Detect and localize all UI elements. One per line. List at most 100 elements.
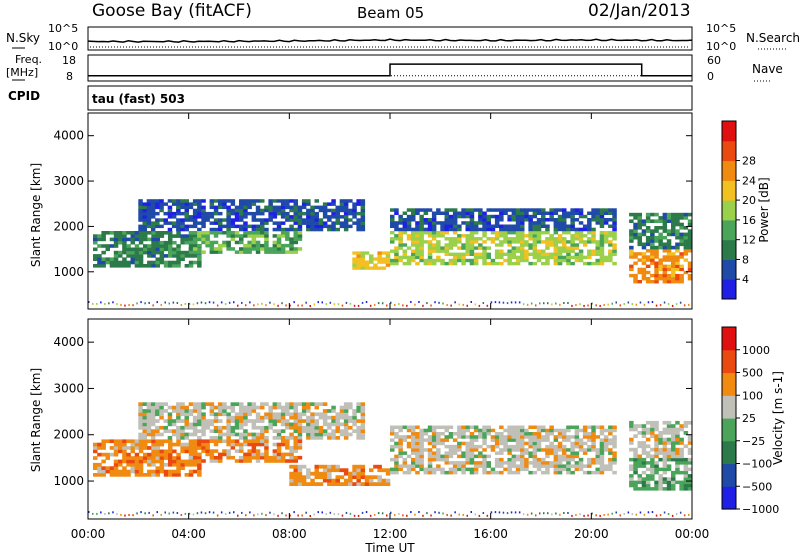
ground-strip-cell (402, 304, 404, 307)
heatmap-cell (524, 234, 529, 238)
heatmap-cell (654, 226, 659, 230)
freq-panel-frame (87, 54, 693, 82)
heatmap-cell (587, 252, 592, 256)
heatmap-cell (176, 227, 181, 232)
heatmap-cell (364, 266, 370, 270)
heatmap-cell (629, 464, 634, 468)
heatmap-cell (155, 211, 160, 216)
heatmap-cell (629, 420, 634, 425)
heatmap-cell (331, 215, 336, 219)
heatmap-cell (159, 208, 164, 213)
heatmap-cell (524, 214, 529, 219)
heatmap-cell (130, 231, 135, 235)
heatmap-cell (192, 247, 198, 251)
heatmap-cell (352, 419, 357, 423)
ground-strip-cell (611, 512, 613, 515)
heatmap-cell (226, 405, 231, 410)
heatmap-cell (168, 452, 173, 457)
ground-strip-cell (176, 512, 179, 514)
heatmap-cell (457, 432, 462, 436)
heatmap-cell (578, 444, 584, 449)
heatmap-cell (188, 264, 194, 268)
heatmap-cell (507, 261, 512, 266)
heatmap-cell (599, 428, 605, 433)
heatmap-cell (423, 208, 429, 212)
heatmap-cell (419, 240, 424, 244)
heatmap-cell (126, 469, 131, 474)
heatmap-cell (499, 211, 504, 215)
heatmap-cell (201, 218, 206, 222)
heatmap-cell (511, 444, 517, 449)
heatmap-cell (209, 452, 215, 457)
heatmap-cell (310, 419, 315, 423)
heatmap-cell (339, 208, 345, 213)
heatmap-cell (683, 212, 689, 217)
ground-strip-cell (555, 302, 557, 305)
heatmap-cell (159, 405, 164, 410)
heatmap-cell (318, 208, 324, 213)
heatmap-cell (599, 218, 605, 222)
heatmap-cell (490, 237, 496, 241)
heatmap-cell (201, 439, 206, 443)
heatmap-cell (557, 234, 563, 238)
heatmap-cell (118, 469, 123, 474)
heatmap-cell (155, 205, 160, 210)
heatmap-cell (264, 412, 269, 417)
heatmap-cell (436, 246, 441, 250)
heatmap-cell (138, 208, 143, 213)
heatmap-cell (352, 251, 357, 255)
heatmap-cell (658, 277, 663, 281)
heatmap-cell (163, 264, 169, 268)
heatmap-cell (247, 449, 252, 453)
ground-strip-cell (124, 304, 126, 307)
heatmap-cell (524, 441, 529, 446)
heatmap-cell (163, 231, 169, 235)
heatmap-cell (423, 432, 429, 436)
ground-strip-cell (172, 511, 175, 514)
heatmap-cell (251, 436, 257, 440)
noise-left-label: N.Sky (6, 31, 40, 45)
heatmap-cell (398, 428, 403, 433)
heatmap-cell (603, 444, 609, 449)
heatmap-cell (155, 459, 160, 464)
ground-strip-cell (208, 511, 211, 514)
heatmap-cell (582, 441, 588, 446)
heatmap-cell (587, 237, 592, 241)
heatmap-cell (155, 473, 160, 477)
heatmap-cell (143, 459, 148, 464)
heatmap-cell (633, 216, 638, 220)
heatmap-cell (188, 250, 194, 254)
heatmap-cell (335, 412, 340, 417)
heatmap-cell (658, 242, 663, 247)
heatmap-cell (297, 412, 303, 417)
ground-strip-cell (261, 512, 263, 515)
heatmap-cell (687, 457, 693, 462)
heatmap-cell (494, 224, 500, 228)
ground-strip-cell (579, 303, 581, 306)
heatmap-cell (146, 425, 152, 430)
heatmap-cell (528, 435, 533, 439)
x-tick-label: 12:00 (373, 527, 408, 541)
x-tick-label: 00:00 (71, 527, 106, 541)
heatmap-cell (549, 451, 554, 455)
heatmap-cell (499, 227, 504, 232)
heatmap-cell (465, 221, 470, 225)
heatmap-cell (679, 226, 684, 230)
heatmap-cell (482, 234, 487, 238)
heatmap-cell (461, 208, 466, 212)
heatmap-cell (645, 444, 651, 449)
heatmap-cell (343, 482, 349, 486)
heatmap-cell (318, 425, 324, 430)
heatmap-cell (482, 240, 487, 244)
heatmap-cell (226, 224, 231, 229)
heatmap-cell (536, 441, 542, 446)
heatmap-cell (599, 448, 605, 452)
heatmap-cell (297, 419, 303, 423)
heatmap-cell (591, 211, 596, 215)
heatmap-cell (629, 249, 634, 253)
heatmap-cell (486, 252, 491, 256)
heatmap-cell (679, 222, 684, 227)
heatmap-cell (218, 224, 223, 229)
heatmap-cell (603, 438, 609, 442)
heatmap-cell (457, 258, 462, 263)
